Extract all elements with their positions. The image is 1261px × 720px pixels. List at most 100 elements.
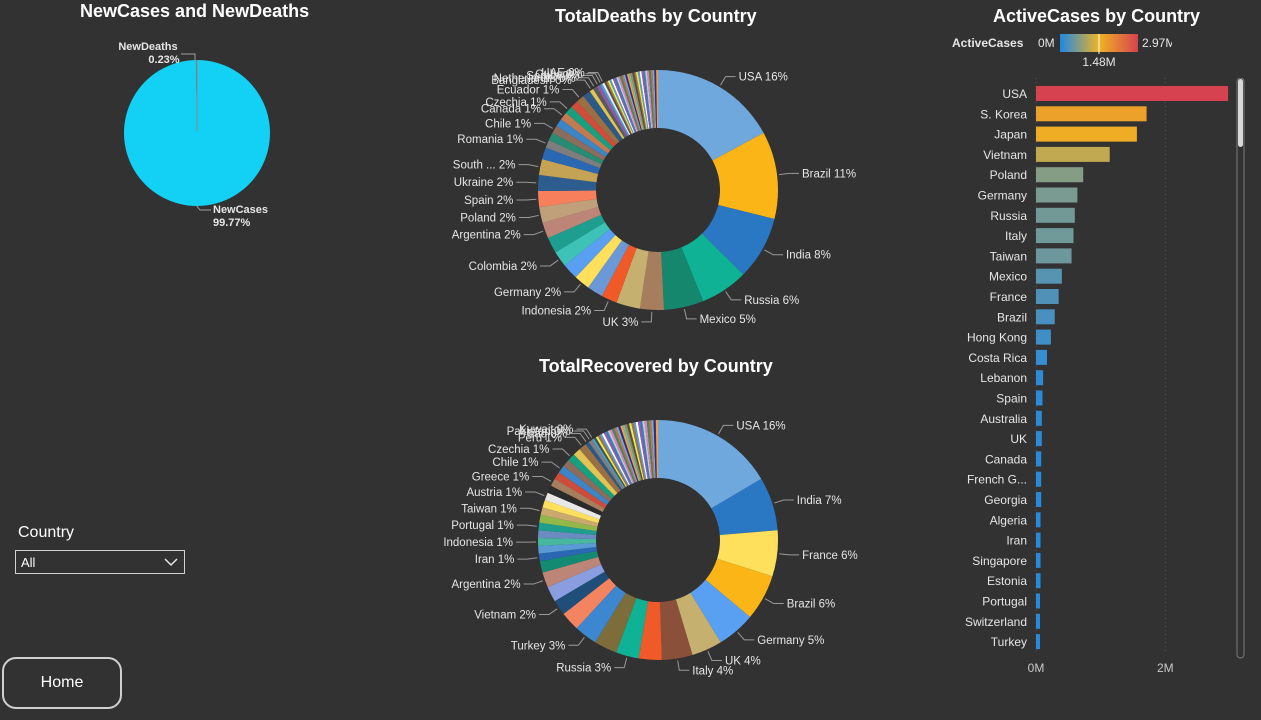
recovered-slice-brazil[interactable] [705, 558, 773, 617]
deaths-slice-other[interactable] [650, 70, 656, 129]
deaths-slice-usa[interactable] [658, 70, 764, 161]
bar-french-g-[interactable] [1036, 471, 1042, 487]
total-deaths-donut[interactable]: USA 16% Brazil 11% India 8% Russia 6% Mexico… [400, 30, 900, 350]
deaths-slice-uae[interactable] [602, 82, 631, 136]
deaths-slice-uk[interactable] [639, 251, 665, 310]
recovered-slice-other[interactable] [609, 429, 635, 484]
recovered-slice[interactable] [547, 564, 605, 602]
recovered-slice[interactable] [595, 592, 637, 653]
deaths-slice-indonesia[interactable] [601, 244, 637, 303]
bar-uk[interactable] [1036, 431, 1042, 447]
deaths-slice-other[interactable] [656, 70, 658, 129]
recovered-slice-other[interactable] [601, 432, 630, 486]
recovered-slice-turkey[interactable] [576, 585, 626, 643]
recovered-slice-greece[interactable] [550, 478, 605, 512]
bar-hong-kong[interactable] [1036, 329, 1051, 345]
recovered-slice-other[interactable] [618, 426, 639, 482]
deaths-slice-chile[interactable] [552, 125, 606, 161]
recovered-slice-other[interactable] [597, 435, 628, 487]
recovered-slice-austria[interactable] [544, 492, 602, 520]
recovered-slice-other[interactable] [616, 426, 638, 482]
recovered-slice-other[interactable] [635, 421, 648, 480]
deaths-slice-canada[interactable] [561, 112, 611, 154]
recovered-slice-other[interactable] [626, 423, 644, 481]
bar-scrollbar-thumb[interactable] [1238, 79, 1243, 147]
deaths-slice-other[interactable] [611, 78, 635, 133]
deaths-slice-cuba[interactable] [600, 83, 630, 136]
deaths-slice-spain[interactable] [538, 190, 597, 208]
recovered-slice-other[interactable] [644, 420, 653, 479]
deaths-slice[interactable] [556, 119, 608, 157]
deaths-slice-argentina[interactable] [542, 206, 602, 239]
deaths-slice-other[interactable] [621, 75, 641, 131]
deaths-slice-other[interactable] [654, 70, 658, 129]
bar-russia[interactable] [1036, 207, 1075, 223]
recovered-slice-other[interactable] [611, 428, 636, 483]
recovered-slice-other[interactable] [646, 420, 654, 479]
bar-germany[interactable] [1036, 187, 1078, 203]
deaths-slice[interactable] [548, 214, 606, 253]
recovered-slice-other[interactable] [651, 420, 656, 479]
recovered-slice-other[interactable] [622, 424, 641, 481]
recovered-slice-other[interactable] [620, 425, 640, 482]
country-dropdown[interactable]: All [15, 550, 185, 574]
recovered-slice-other[interactable] [624, 424, 642, 481]
deaths-slice-other[interactable] [609, 79, 634, 134]
deaths-slice-other[interactable] [605, 81, 632, 135]
recovered-slice-czechia[interactable] [568, 454, 615, 499]
recovered-slice-kuwait[interactable] [591, 438, 625, 489]
deaths-slice-russia[interactable] [681, 233, 744, 302]
deaths-slice-india[interactable] [702, 204, 775, 275]
bar-costa-rica[interactable] [1036, 349, 1047, 365]
pie-slice-newcases[interactable] [124, 60, 271, 206]
deaths-slice[interactable] [564, 229, 616, 278]
recovered-slice-other[interactable] [633, 422, 647, 480]
deaths-slice-other[interactable] [623, 74, 641, 131]
recovered-slice-portugal[interactable] [538, 522, 597, 535]
deaths-slice[interactable] [583, 91, 623, 142]
deaths-slice-other[interactable] [626, 73, 643, 131]
bar-switzerland[interactable] [1036, 613, 1040, 629]
deaths-slice-other[interactable] [612, 78, 636, 133]
recovered-slice-other[interactable] [595, 436, 627, 487]
bar-canada[interactable] [1036, 451, 1042, 467]
bar-turkey[interactable] [1036, 634, 1040, 650]
recovered-slice[interactable] [563, 578, 616, 629]
bar-spain[interactable] [1036, 390, 1043, 406]
deaths-slice[interactable] [616, 248, 649, 309]
bar-mexico[interactable] [1036, 268, 1062, 284]
recovered-slice-other[interactable] [631, 422, 646, 480]
deaths-slice-other[interactable] [616, 76, 638, 132]
bar-lebanon[interactable] [1036, 370, 1044, 386]
deaths-slice-colombia[interactable] [555, 222, 610, 266]
recovered-slice[interactable] [547, 485, 603, 516]
recovered-slice-other[interactable] [628, 423, 645, 480]
recovered-slice-peru[interactable] [579, 444, 621, 494]
bar-france[interactable] [1036, 289, 1059, 304]
bar-s-korea[interactable] [1036, 106, 1147, 122]
bar-japan[interactable] [1036, 126, 1137, 142]
bar-poland[interactable] [1036, 167, 1084, 183]
deaths-slice-brazil[interactable] [712, 132, 778, 219]
bar-taiwan[interactable] [1036, 248, 1072, 264]
recovered-slice-other[interactable] [603, 431, 631, 485]
recovered-slice-france[interactable] [717, 530, 778, 577]
recovered-slice[interactable] [554, 472, 607, 509]
deaths-slice-other[interactable] [648, 70, 655, 129]
deaths-slice-germany[interactable] [575, 235, 622, 288]
bar-singapore[interactable] [1036, 552, 1041, 568]
recovered-slice-iran[interactable] [538, 547, 597, 562]
bar-vietnam[interactable] [1036, 146, 1110, 162]
bar-algeria[interactable] [1036, 512, 1041, 528]
deaths-slice-other[interactable] [639, 71, 650, 129]
bar-brazil[interactable] [1036, 309, 1055, 325]
deaths-slice-other[interactable] [645, 70, 653, 129]
deaths-slice-bangladesh[interactable] [589, 89, 625, 139]
recovered-slice-other[interactable] [605, 431, 633, 485]
deaths-slice-other[interactable] [634, 72, 647, 130]
deaths-slice-other[interactable] [614, 77, 637, 133]
deaths-slice[interactable] [542, 147, 601, 175]
total-recovered-donut[interactable]: USA 16% India 7% France 6% Brazil 6% Germany… [400, 380, 900, 680]
recovered-slice[interactable] [538, 530, 597, 539]
